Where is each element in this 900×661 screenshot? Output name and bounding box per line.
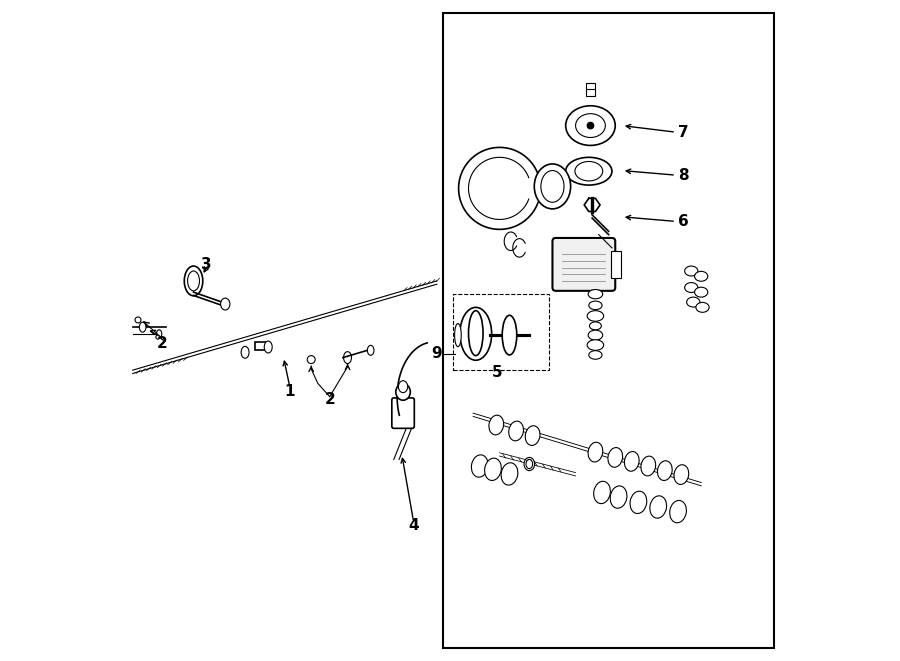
- Ellipse shape: [524, 457, 535, 471]
- Ellipse shape: [630, 491, 647, 514]
- Ellipse shape: [695, 287, 707, 297]
- Text: 5: 5: [492, 365, 503, 380]
- Ellipse shape: [220, 298, 230, 310]
- Text: 3: 3: [202, 257, 212, 272]
- Bar: [586, 83, 595, 89]
- Ellipse shape: [367, 346, 374, 356]
- Ellipse shape: [566, 106, 616, 145]
- Ellipse shape: [508, 421, 524, 441]
- Ellipse shape: [469, 311, 483, 356]
- Ellipse shape: [685, 283, 698, 292]
- Bar: [610, 251, 620, 278]
- Ellipse shape: [670, 500, 687, 523]
- Ellipse shape: [610, 486, 627, 508]
- Ellipse shape: [484, 458, 501, 481]
- Circle shape: [156, 335, 160, 339]
- Ellipse shape: [187, 271, 200, 291]
- Ellipse shape: [696, 302, 709, 312]
- Ellipse shape: [650, 496, 667, 518]
- Ellipse shape: [501, 463, 518, 485]
- Text: 4: 4: [409, 518, 419, 533]
- Ellipse shape: [588, 290, 603, 299]
- Ellipse shape: [685, 266, 698, 276]
- Ellipse shape: [594, 481, 610, 504]
- Ellipse shape: [454, 324, 461, 346]
- Ellipse shape: [541, 171, 564, 202]
- Ellipse shape: [472, 455, 488, 477]
- Ellipse shape: [589, 301, 602, 309]
- Ellipse shape: [396, 383, 410, 400]
- Ellipse shape: [588, 442, 603, 462]
- Ellipse shape: [674, 465, 688, 485]
- Ellipse shape: [460, 307, 491, 360]
- Ellipse shape: [590, 322, 601, 330]
- Ellipse shape: [535, 164, 571, 209]
- Ellipse shape: [526, 459, 533, 469]
- Ellipse shape: [588, 330, 603, 340]
- Ellipse shape: [625, 451, 639, 471]
- Ellipse shape: [658, 461, 672, 481]
- Ellipse shape: [575, 161, 603, 181]
- Ellipse shape: [589, 350, 602, 359]
- Text: 1: 1: [284, 384, 295, 399]
- Text: 9: 9: [431, 346, 442, 361]
- Ellipse shape: [526, 426, 540, 446]
- Ellipse shape: [587, 340, 604, 350]
- Ellipse shape: [241, 346, 249, 358]
- Ellipse shape: [576, 114, 606, 137]
- FancyBboxPatch shape: [392, 398, 414, 428]
- Text: 2: 2: [158, 336, 167, 351]
- Ellipse shape: [135, 317, 141, 323]
- FancyBboxPatch shape: [553, 238, 616, 291]
- Ellipse shape: [489, 415, 504, 435]
- Text: 2: 2: [324, 393, 335, 407]
- Ellipse shape: [265, 341, 272, 353]
- Ellipse shape: [399, 381, 408, 393]
- Text: 6: 6: [678, 214, 688, 229]
- Text: 7: 7: [678, 125, 688, 139]
- Ellipse shape: [695, 271, 707, 282]
- Ellipse shape: [344, 352, 352, 364]
- Circle shape: [587, 122, 594, 129]
- Ellipse shape: [184, 266, 202, 296]
- Text: 8: 8: [678, 168, 688, 182]
- Ellipse shape: [140, 323, 146, 332]
- Ellipse shape: [502, 315, 517, 355]
- Ellipse shape: [641, 456, 656, 476]
- Bar: [454, 294, 549, 370]
- Bar: [255, 342, 268, 350]
- Ellipse shape: [566, 157, 612, 185]
- Ellipse shape: [608, 447, 623, 467]
- Ellipse shape: [157, 330, 162, 338]
- Ellipse shape: [587, 311, 604, 321]
- Circle shape: [307, 356, 315, 364]
- Bar: [444, 13, 774, 648]
- Ellipse shape: [687, 297, 700, 307]
- Bar: [586, 88, 596, 96]
